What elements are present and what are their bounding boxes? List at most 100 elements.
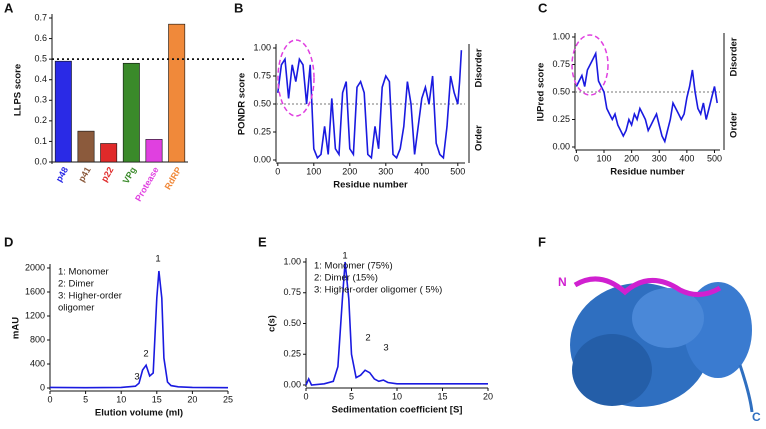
side-label: Order [729,112,740,138]
x-axis-label: Residue number [610,167,685,178]
y-tick-label: 0.50 [552,86,570,96]
x-tick-label: 400 [679,153,694,163]
y-tick-label: 1.00 [283,256,301,266]
y-tick-label: 0.0 [34,156,47,166]
panel-label: B [234,0,243,15]
annotation: oligomer [58,303,94,314]
x-tick-label: 500 [707,153,722,163]
y-tick-label: 0.5 [34,54,47,64]
y-axis-label: LLPS score [13,64,24,116]
peak-label: 3 [134,372,139,383]
x-tick-label: p48 [54,165,70,183]
y-tick-label: 1.00 [552,31,570,41]
annotation: 1: Monomer [58,267,109,278]
x-tick-label: p41 [76,165,92,183]
peak-label: 1 [342,251,347,262]
x-axis-label: Residue number [333,180,408,191]
highlight-ellipse [571,34,609,96]
highlight-ellipse [277,39,315,117]
panel-label: A [4,0,14,15]
y-tick-label: 0.25 [552,114,570,124]
c-terminus: C [752,410,761,424]
y-axis-label: IUPred score [536,63,547,122]
x-tick-label: 10 [116,394,126,404]
y-tick-label: 0.4 [34,74,47,84]
protein-structure: N C [558,275,761,424]
bar [54,60,72,163]
y-tick-label: 1600 [25,286,45,296]
x-axis-label: Sedimentation coefficient [S] [332,405,463,416]
peak-label: 2 [365,333,370,344]
x-tick-label: p22 [99,165,115,183]
y-tick-label: 0.6 [34,33,47,43]
x-tick-label: 25 [223,394,233,404]
y-tick-label: 0.25 [283,349,301,359]
y-tick-label: 2000 [25,262,45,272]
bar [77,130,95,163]
data-line [277,50,463,160]
data-line [305,261,488,386]
y-axis-label: PONDR score [237,73,248,135]
bar [122,62,140,163]
annotation: 2: Dimer [58,279,94,290]
data-line [49,270,229,389]
y-tick-label: 0.00 [283,379,301,389]
x-tick-label: 0 [574,153,579,163]
x-tick-label: 0 [47,394,52,404]
y-tick-label: 0.50 [253,98,271,108]
x-axis-label: Elution volume (ml) [95,408,183,419]
x-tick-label: 100 [306,166,321,176]
y-axis-label: c(s) [267,315,278,332]
x-tick-label: 20 [187,394,197,404]
x-tick-label: 5 [349,391,354,401]
y-tick-label: 0.50 [283,318,301,328]
y-tick-label: 0.2 [34,115,47,125]
x-tick-label: 400 [414,166,429,176]
annotation: 1: Monomer (75%) [314,261,393,272]
y-tick-label: 0 [40,382,45,392]
y-tick-label: 400 [30,358,45,368]
y-tick-label: 1.00 [253,42,271,52]
side-label: Disorder [474,48,485,87]
y-tick-label: 0.25 [253,126,271,136]
x-tick-label: 300 [652,153,667,163]
side-label: Order [474,125,485,151]
y-tick-label: 0.00 [552,141,570,151]
y-axis-label: mAU [11,317,22,339]
x-tick-label: 5 [83,394,88,404]
x-tick-label: 20 [483,391,493,401]
annotation: 3: Higher-order [58,291,122,302]
peak-label: 1 [155,254,160,265]
x-tick-label: 0 [303,391,308,401]
n-terminus: N [558,275,567,289]
bar [145,139,163,163]
x-tick-label: 300 [378,166,393,176]
peak-label: 3 [383,343,388,354]
panel-label: F [538,234,546,249]
x-tick-label: 0 [275,166,280,176]
annotation: 3: Higher-order oligomer ( 5%) [314,285,442,296]
data-line [575,50,718,144]
x-tick-label: 200 [624,153,639,163]
x-tick-label: 100 [596,153,611,163]
x-tick-label: VPg [121,165,138,185]
peak-label: 2 [143,349,148,360]
panel-label: E [258,234,267,249]
y-tick-label: 0.00 [253,154,271,164]
side-label: Disorder [729,37,740,76]
panel-label: D [4,234,13,249]
panel-label: C [538,0,548,15]
x-tick-label: 200 [342,166,357,176]
bar [168,23,186,163]
y-tick-label: 0.75 [283,287,301,297]
bar [100,143,118,163]
y-tick-label: 0.1 [34,136,47,146]
x-tick-label: 15 [152,394,162,404]
x-tick-label: 500 [450,166,465,176]
x-tick-label: RdRP [163,165,184,191]
x-tick-label: 10 [392,391,402,401]
y-tick-label: 800 [30,334,45,344]
annotation: 2: Dimer (15%) [314,273,378,284]
x-tick-label: 15 [437,391,447,401]
